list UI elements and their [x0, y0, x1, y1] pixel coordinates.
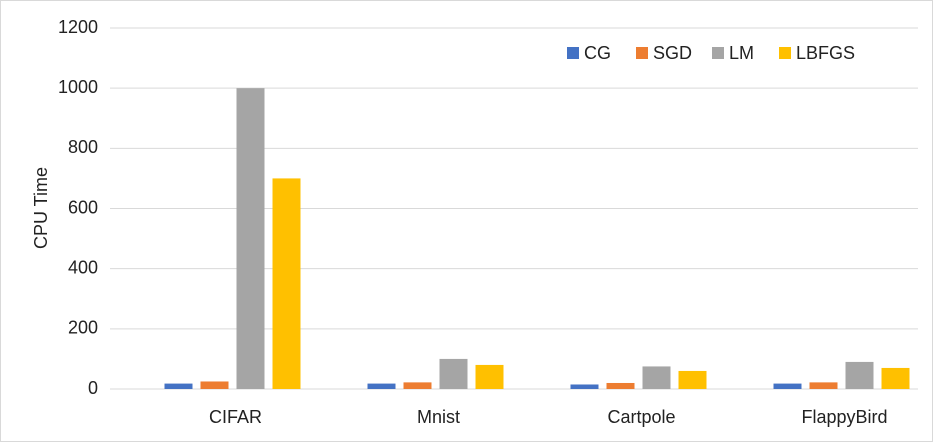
x-tick-label: CIFAR — [209, 407, 262, 427]
bar — [678, 370, 707, 389]
bar — [236, 88, 265, 390]
bar — [367, 383, 396, 389]
legend-swatch — [712, 47, 724, 59]
bar — [809, 382, 838, 389]
bar — [272, 178, 301, 389]
y-tick-label: 200 — [68, 318, 98, 338]
bar — [845, 361, 874, 389]
y-tick-label: 1000 — [58, 77, 98, 97]
bar — [164, 383, 193, 389]
y-tick-label: 1200 — [58, 17, 98, 37]
y-tick-label: 0 — [88, 378, 98, 398]
legend-swatch — [636, 47, 648, 59]
bar — [773, 383, 802, 389]
legend-swatch — [567, 47, 579, 59]
bar — [881, 367, 910, 389]
legend-label: LBFGS — [796, 43, 855, 63]
x-tick-label: FlappyBird — [801, 407, 887, 427]
y-tick-label: 600 — [68, 197, 98, 217]
x-tick-label: Cartpole — [607, 407, 675, 427]
y-tick-label: 800 — [68, 137, 98, 157]
bar — [403, 382, 432, 389]
bar — [200, 381, 229, 389]
legend-swatch — [779, 47, 791, 59]
legend-label: CG — [584, 43, 611, 63]
bar — [606, 382, 635, 389]
legend-label: LM — [729, 43, 754, 63]
x-tick-label: Mnist — [417, 407, 460, 427]
y-axis-label: CPU Time — [31, 167, 51, 249]
bar — [475, 364, 504, 389]
bar — [439, 358, 468, 389]
bar — [642, 366, 671, 389]
y-tick-label: 400 — [68, 257, 98, 277]
bar — [570, 384, 599, 389]
legend-label: SGD — [653, 43, 692, 63]
